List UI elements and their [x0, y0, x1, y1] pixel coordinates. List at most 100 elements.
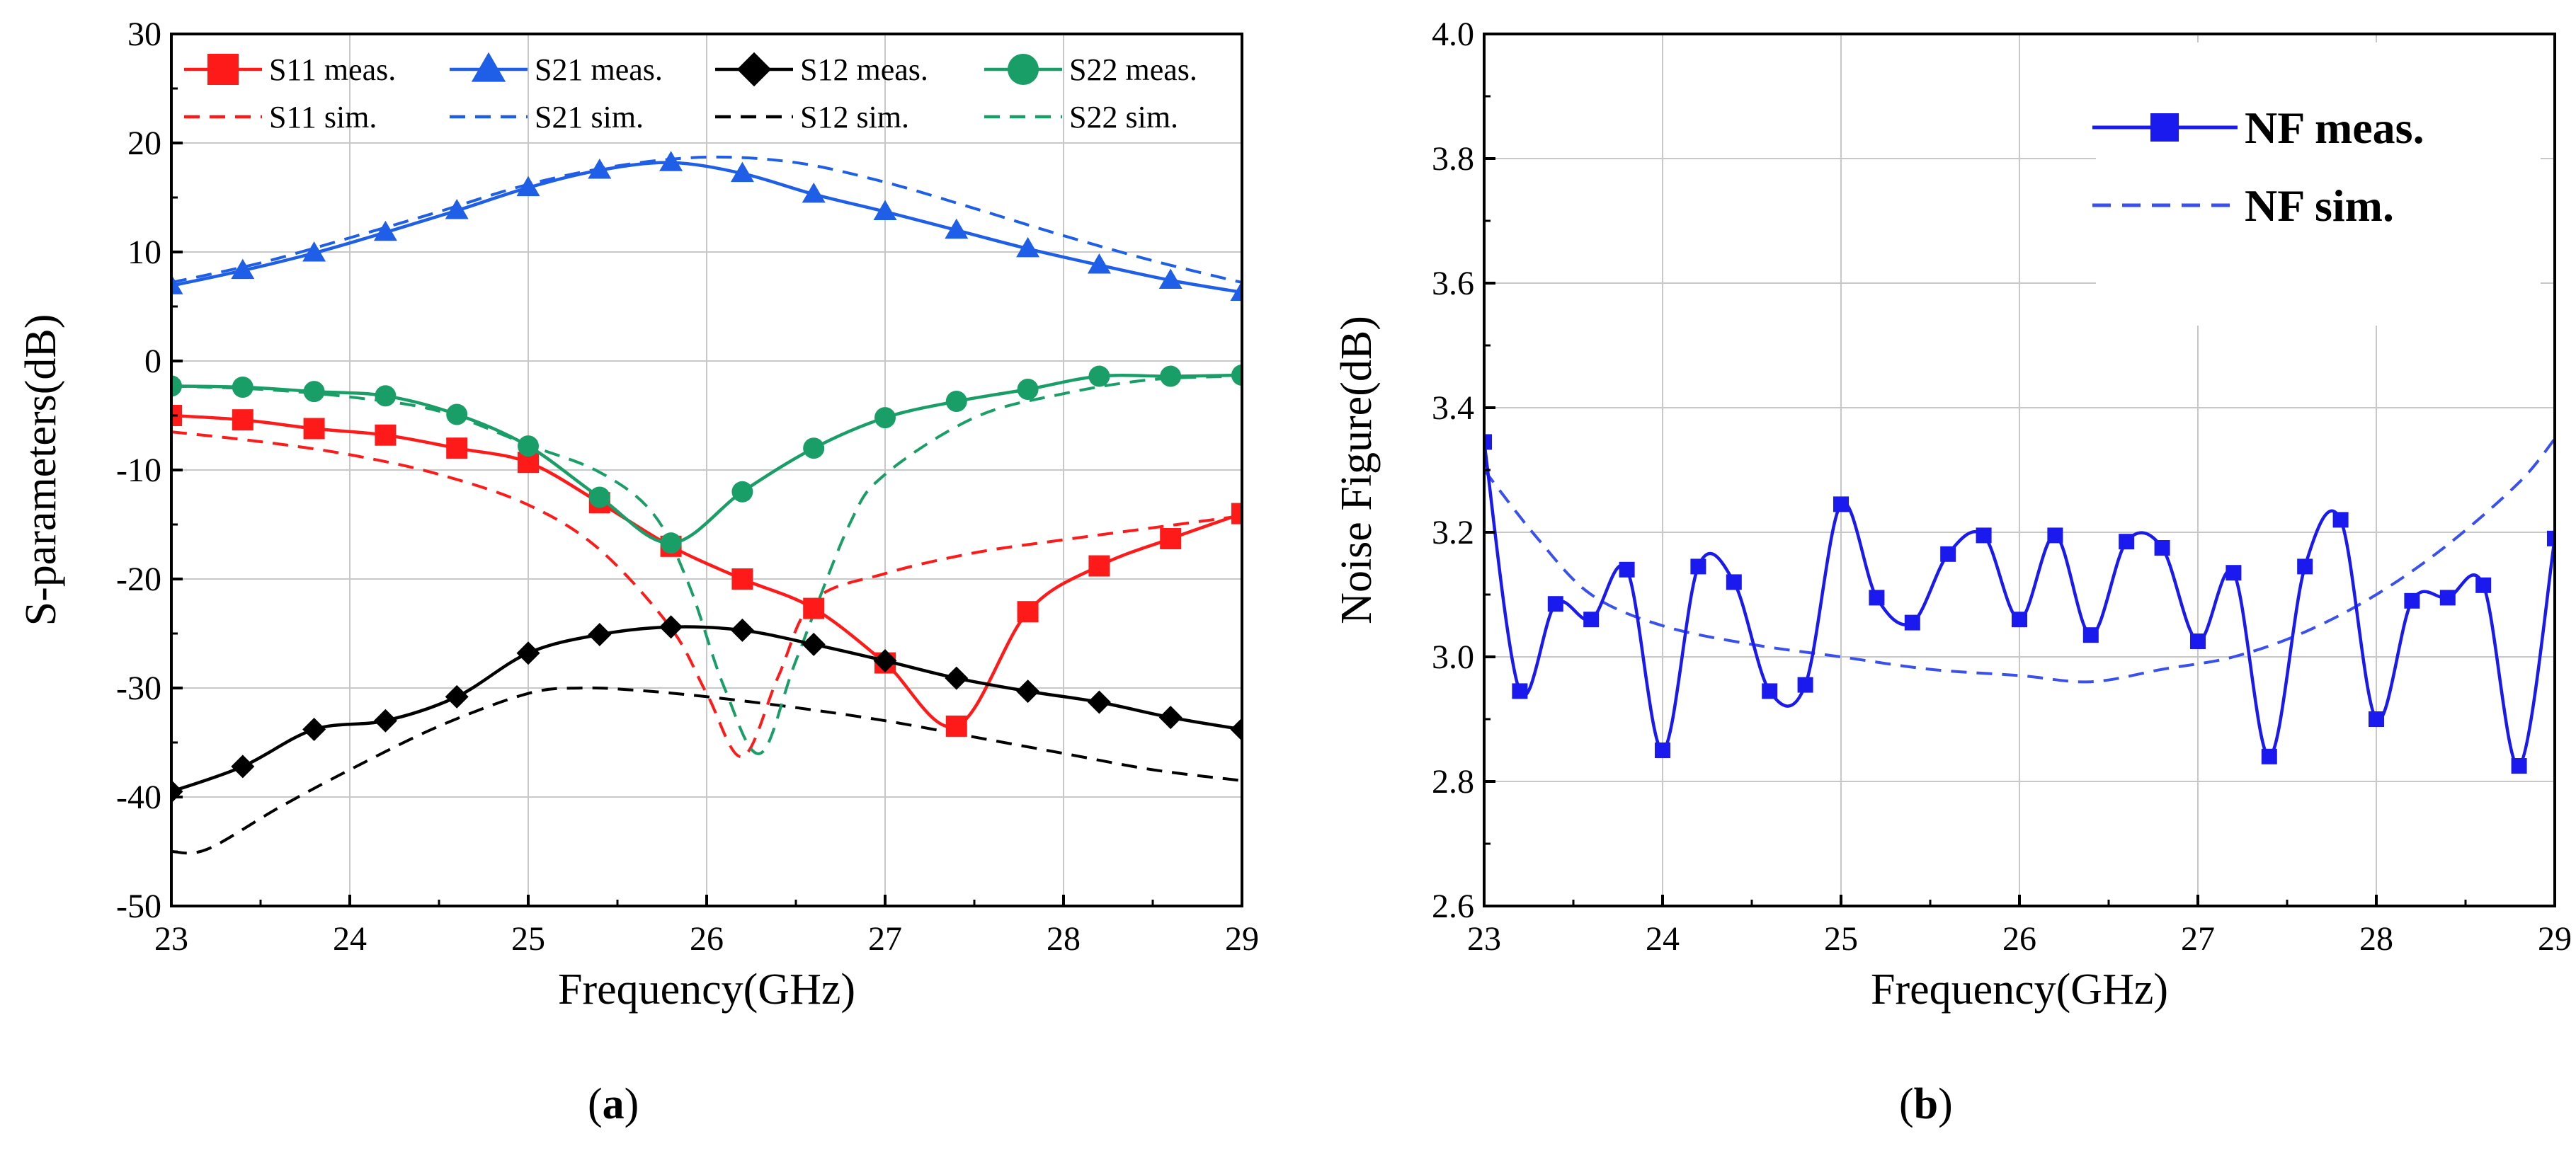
panel-a-series-line-s11-sim — [171, 430, 1242, 758]
panel-a-ticks: 23 24 25 26 27 28 29 -50 -40 -30 -20 -10 0 10 20 30 — [116, 16, 1259, 958]
panel-a-point-s12-meas — [802, 632, 826, 656]
panel-a-y-tick-label: 0 — [144, 343, 161, 380]
panel-b-point-nf-meas — [1619, 561, 1635, 578]
panel-a-point-s21-meas — [730, 161, 754, 183]
panel-b-point-nf-meas — [2297, 558, 2313, 575]
panel-a-point-s11-meas — [1160, 528, 1182, 550]
panel-a-point-s22-meas — [731, 481, 753, 503]
panel-b-point-nf-meas — [2547, 530, 2555, 546]
panel-b-x-tick-label: 23 — [1467, 920, 1501, 958]
panel-b-caption-letter: b — [1914, 1080, 1938, 1128]
panel-a-y-axis-title: S-parameters(dB) — [17, 314, 65, 626]
panel-b-point-nf-meas — [1762, 683, 1778, 699]
panel-b-series-line-nf-sim — [1484, 437, 2555, 684]
panel-a-point-s22-meas — [375, 385, 397, 407]
panel-b-ticks: 23 24 25 26 27 28 29 2.6 2.8 3.0 3.2 3.4 3.6 3.8 4.0 — [1432, 16, 2572, 958]
panel-b-y-tick-label: 3.6 — [1432, 265, 1474, 302]
panel-a-point-s12-meas — [730, 618, 754, 642]
panel-a-legend-label-s21-sim: S21 sim. — [535, 100, 644, 134]
panel-b-y-axis-title: Noise Figure(dB) — [1333, 316, 1381, 624]
panel-a-point-s22-meas — [446, 403, 468, 425]
panel-b-x-tick-label: 28 — [2359, 920, 2393, 958]
panel-a-series-line-s22-sim — [171, 374, 1242, 755]
panel-a-point-s12-meas — [302, 718, 326, 742]
panel-a-point-s22-meas — [1017, 379, 1039, 401]
panel-a-point-s22-meas — [660, 532, 682, 554]
panel-b-x-axis-title: Frequency(GHz) — [1871, 965, 2168, 1014]
panel-b-point-nf-meas — [2190, 634, 2206, 649]
panel-b-point-nf-meas — [1797, 677, 1813, 693]
panel-b-point-nf-meas — [2119, 534, 2135, 550]
panel-a-point-s12-meas — [945, 666, 969, 690]
panel-a-series-line-s12-meas — [171, 625, 1242, 793]
panel-a-point-s22-meas — [874, 407, 896, 429]
panel-b-point-nf-meas — [1512, 683, 1528, 699]
panel-b-series — [1484, 434, 2555, 774]
panel-a-y-tick-label: 20 — [127, 125, 161, 162]
panel-b-point-nf-meas — [1904, 614, 1920, 631]
panel-a-point-s22-meas — [1088, 365, 1110, 387]
panel-b-x-tick-label: 29 — [2538, 920, 2572, 958]
panel-b-point-nf-meas — [1940, 546, 1956, 562]
panel-b-point-nf-meas — [1869, 590, 1885, 606]
panel-a-x-tick-label: 27 — [868, 920, 902, 958]
panel-a-point-s22-meas — [171, 375, 182, 397]
panel-b-y-tick-label: 3.8 — [1432, 140, 1474, 178]
panel-b-point-nf-meas — [2225, 565, 2242, 581]
panel-a-point-s12-meas — [516, 641, 540, 665]
panel-a-point-s22-meas — [803, 437, 825, 459]
panel-a-series-line-s21-meas — [171, 161, 1242, 294]
panel-b-x-tick-label: 25 — [1824, 920, 1858, 958]
panel-a-point-s11-meas — [446, 437, 468, 459]
panel-a-y-tick-label: -40 — [116, 779, 161, 816]
panel-a-point-s21-meas — [659, 151, 683, 171]
panel-b-legend-background — [2096, 42, 2541, 326]
panel-a-legend: S11 meas. S21 meas. S12 meas. S22 meas. S11 … — [184, 52, 1197, 134]
panel-a-point-s11-meas — [303, 418, 325, 440]
panel-a-point-s12-meas — [1230, 718, 1242, 742]
panel-a-legend-label-s21-meas: S21 meas. — [535, 52, 663, 87]
panel-b-x-tick-label: 27 — [2181, 920, 2215, 958]
panel-a-point-s12-meas — [1158, 706, 1182, 730]
panel-a-series-line-s12-sim — [171, 686, 1242, 855]
panel-a-point-s22-meas — [232, 376, 253, 398]
panel-b-legend: NF meas. NF sim. — [2092, 103, 2424, 231]
panel-b-point-nf-meas — [2369, 711, 2384, 727]
panel-a-point-s21-meas — [516, 176, 540, 197]
panel-a-point-s21-meas — [945, 218, 969, 239]
panel-b-point-nf-meas — [2012, 612, 2027, 628]
panel-a-x-tick-label: 24 — [333, 920, 367, 958]
panel-a-point-s21-meas — [1016, 236, 1040, 258]
panel-a-legend-label-s22-sim: S22 sim. — [1069, 100, 1178, 134]
panel-b-point-nf-meas — [2082, 627, 2099, 643]
panel-a-point-s11-meas — [375, 424, 397, 446]
panel-a-caption: (a) — [588, 1080, 639, 1128]
panel-a-point-s22-meas — [1160, 365, 1182, 387]
panel-b-legend-label-nf-meas: NF meas. — [2245, 103, 2424, 153]
panel-b-x-tick-label: 24 — [1646, 920, 1680, 958]
panel-a-point-s22-meas — [303, 381, 325, 403]
panel-a-series — [171, 151, 1242, 855]
panel-a-point-s21-meas — [171, 274, 183, 294]
panel-a-point-s11-meas — [232, 409, 253, 431]
panel-b-legend-label-nf-sim: NF sim. — [2245, 180, 2394, 231]
panel-a-point-s11-meas — [1017, 601, 1039, 623]
panel-a-x-tick-label: 25 — [511, 920, 545, 958]
panel-a-point-s11-meas — [1088, 555, 1110, 577]
panel-a-y-tick-label: 10 — [127, 234, 161, 271]
panel-a-point-s11-meas — [803, 597, 825, 619]
panel-b-point-nf-meas — [1690, 558, 1706, 575]
panel-a-y-tick-label: -30 — [116, 670, 161, 707]
panel-a-point-s12-meas — [588, 623, 612, 647]
panel-b-point-nf-meas — [1726, 574, 1742, 590]
panel-b-legend-marker-nf-meas — [2150, 113, 2179, 142]
panel-a-point-s12-meas — [659, 615, 683, 639]
panel-a-s-parameters: 23 24 25 26 27 28 29 -50 -40 -30 -20 -10 0 10 20 30 S11… — [17, 16, 1259, 1128]
panel-a-point-s12-meas — [231, 755, 255, 779]
panel-a-legend-marker-s11-meas — [207, 54, 239, 85]
panel-a-point-s21-meas — [1087, 253, 1111, 274]
panel-a-point-s12-meas — [1087, 690, 1111, 714]
panel-a-legend-marker-s22-meas — [1008, 54, 1039, 85]
panel-b-y-tick-label: 4.0 — [1432, 16, 1474, 53]
panel-a-point-s12-meas — [873, 649, 897, 672]
